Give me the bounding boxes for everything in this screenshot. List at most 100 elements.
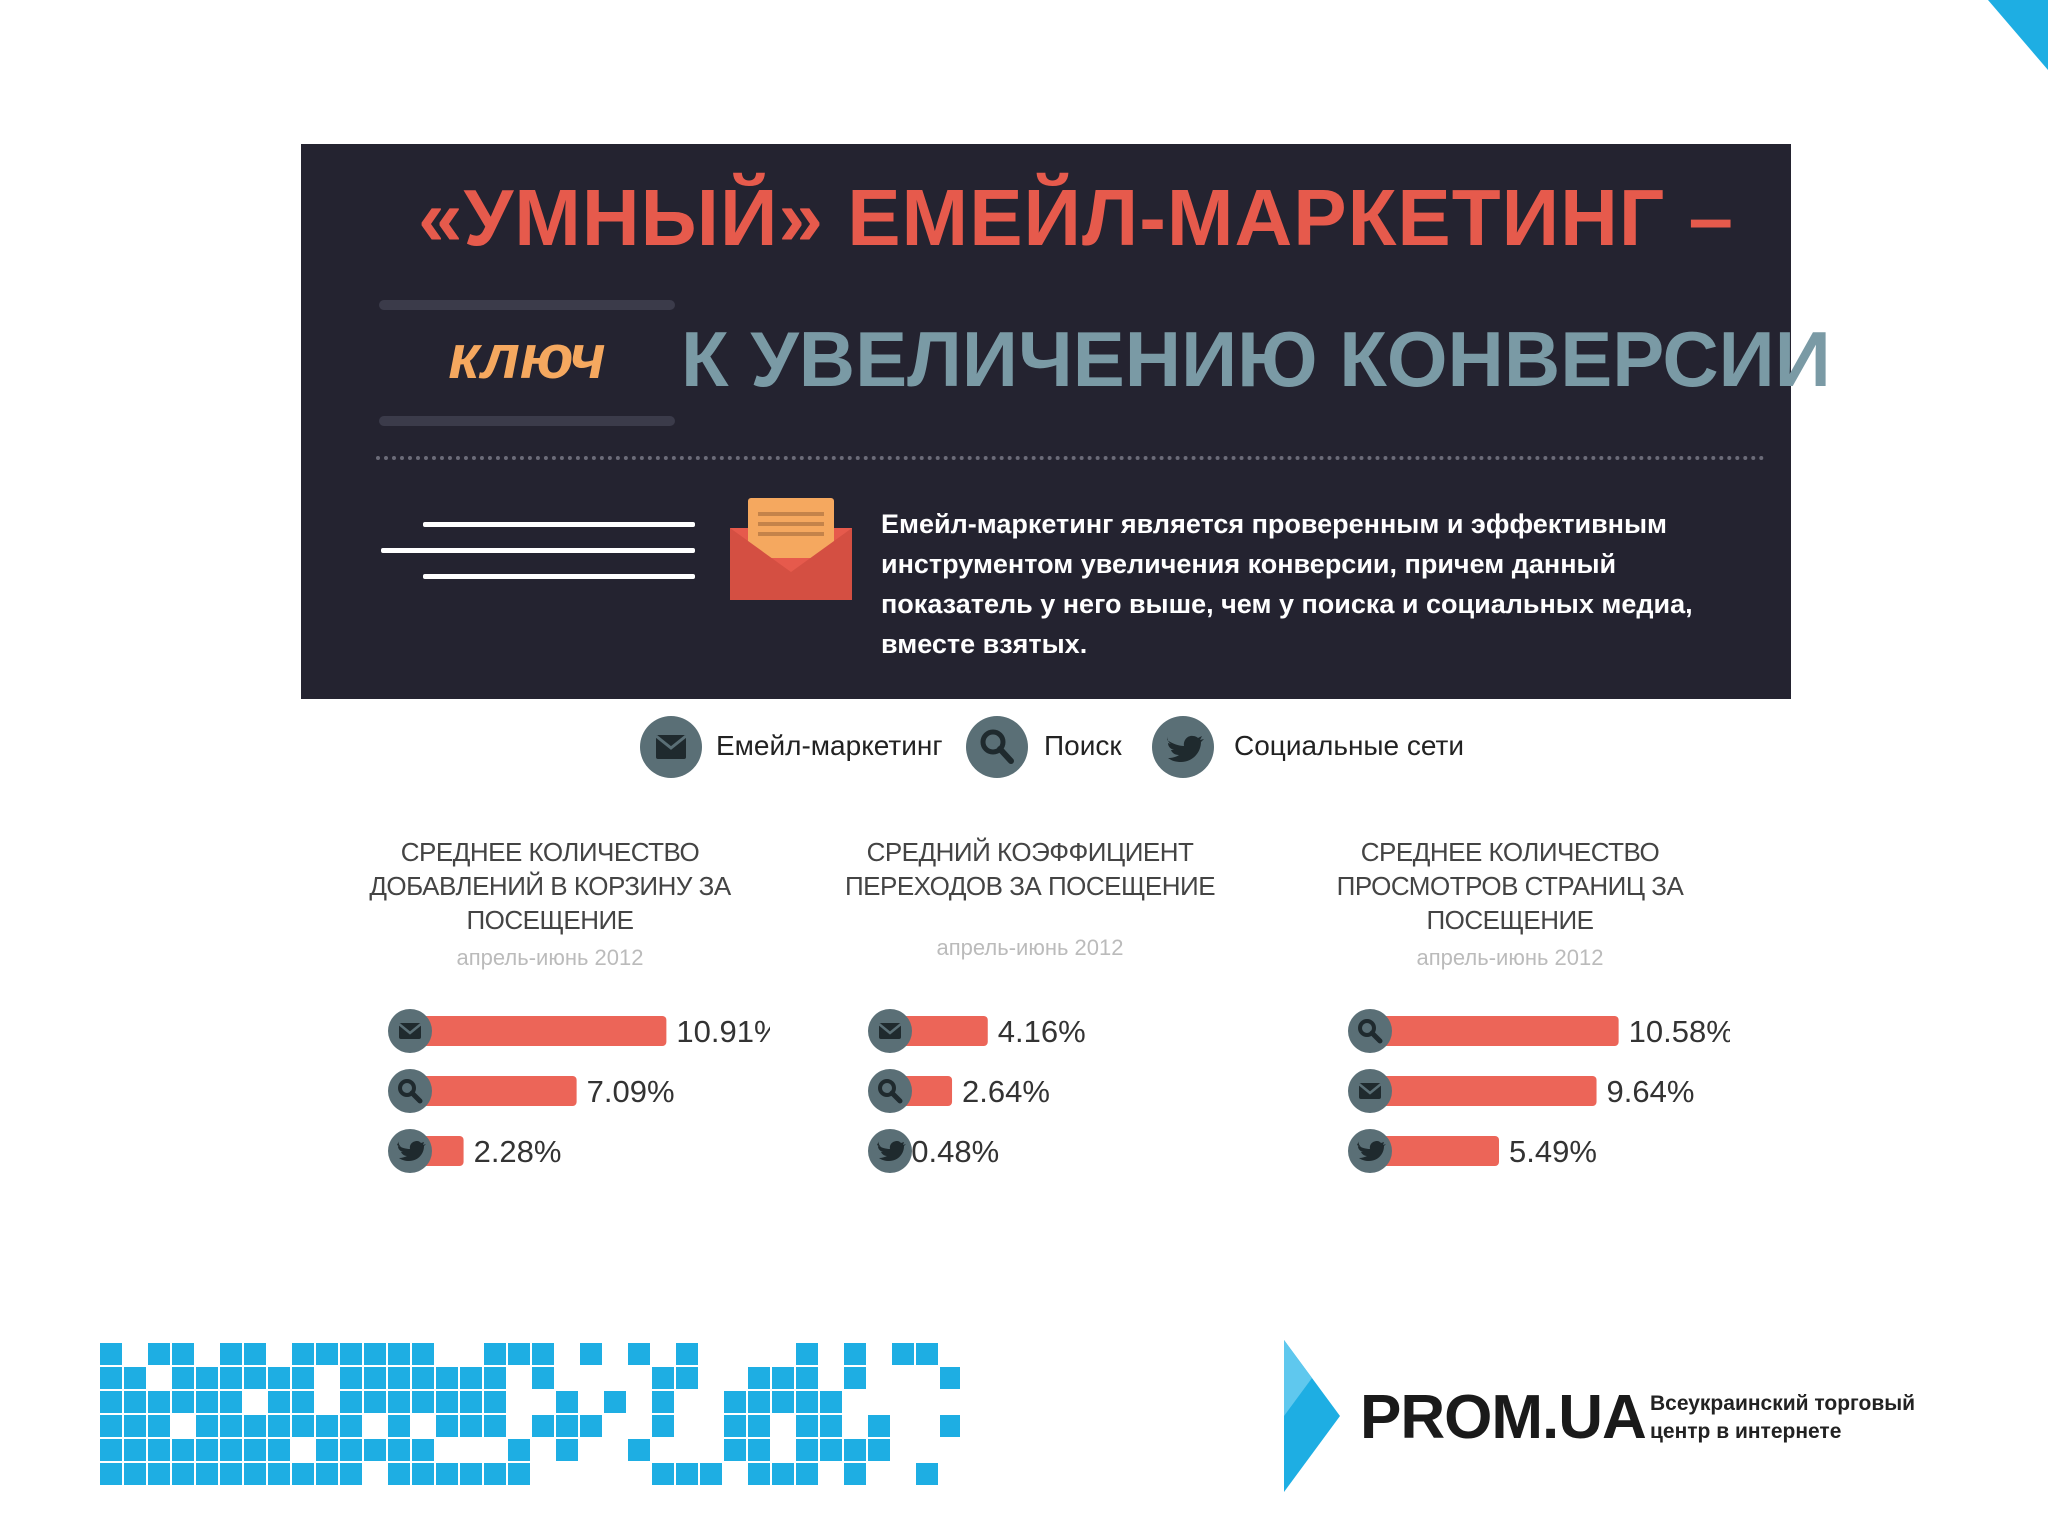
twitter-bird-icon	[1348, 1129, 1392, 1173]
prom-logo-text: PROM.UA	[1360, 1383, 1647, 1452]
logo-pixel	[580, 1343, 602, 1365]
logo-pixel	[100, 1367, 122, 1389]
logo-pixel	[436, 1415, 458, 1437]
logo-pixel	[436, 1367, 458, 1389]
logo-pixel	[748, 1367, 770, 1389]
prom-tagline-line-2: центр в интернете	[1650, 1420, 1842, 1443]
legend-envelope-icon	[640, 716, 702, 778]
logo-pixel	[100, 1343, 122, 1365]
logo-pixel	[724, 1391, 746, 1413]
bar-value-label: 2.28%	[474, 1134, 562, 1169]
chart-title: СРЕДНЕЕ КОЛИЧЕСТВО ДОБАВЛЕНИЙ В КОРЗИНУ …	[369, 837, 731, 935]
chart-cart-additions: СРЕДНЕЕ КОЛИЧЕСТВО ДОБАВЛЕНИЙ В КОРЗИНУ …	[330, 835, 770, 1195]
decor-line-2	[381, 548, 695, 553]
logo-pixel	[388, 1415, 410, 1437]
bar-email	[1370, 1076, 1597, 1106]
magnifier-icon	[1348, 1009, 1392, 1053]
logo-pixel	[508, 1463, 530, 1485]
logo-pixel	[196, 1463, 218, 1485]
logo-pixel	[676, 1463, 698, 1485]
logo-pixel	[748, 1391, 770, 1413]
logo-pixel	[940, 1367, 960, 1389]
logo-pixel	[508, 1343, 530, 1365]
key-word: ключ	[448, 323, 606, 392]
chart-subtitle: апрель-июнь 2012	[456, 945, 644, 970]
logo-pixel	[532, 1415, 554, 1437]
bar-value-label: 0.48%	[911, 1134, 999, 1169]
logo-pixel	[268, 1463, 290, 1485]
logo-pixel	[652, 1463, 674, 1485]
chart-click-through: СРЕДНИЙ КОЭФФИЦИЕНТ ПЕРЕХОДОВ ЗА ПОСЕЩЕН…	[810, 835, 1250, 1195]
prom-arrow-mark	[1284, 1340, 1340, 1492]
logo-pixel	[316, 1463, 338, 1485]
logo-pixel	[796, 1367, 818, 1389]
legend-email-label: Емейл-маркетинг	[716, 730, 943, 761]
bar-social	[1370, 1136, 1500, 1166]
logo-pixel	[172, 1463, 194, 1485]
bar-search	[410, 1076, 577, 1106]
bars-svg: 10.91%7.09% 2.28%	[388, 1009, 770, 1173]
logo-pixel	[508, 1439, 530, 1461]
bar-value-label: 10.58%	[1629, 1014, 1730, 1049]
chart-subtitle: апрель-июнь 2012	[1416, 945, 1604, 970]
open-envelope-icon	[730, 498, 852, 600]
legend: Емейл-маркетинг Поиск Социальные сети	[0, 712, 2048, 782]
logo-pixel	[292, 1391, 314, 1413]
logo-pixel	[220, 1367, 242, 1389]
logo-pixel	[316, 1415, 338, 1437]
twitter-bird-icon	[868, 1129, 912, 1173]
logo-pixel	[124, 1367, 146, 1389]
logo-pixel	[244, 1367, 266, 1389]
logo-pixel	[388, 1463, 410, 1485]
logo-pixel	[772, 1367, 794, 1389]
pixel-logo	[100, 1343, 960, 1485]
logo-pixel	[268, 1391, 290, 1413]
logo-pixel	[892, 1343, 914, 1365]
logo-pixel	[412, 1391, 434, 1413]
twitter-bird-icon	[388, 1129, 432, 1173]
logo-pixel	[148, 1391, 170, 1413]
logo-pixel	[244, 1439, 266, 1461]
magnifier-icon	[868, 1069, 912, 1113]
logo-pixel	[820, 1415, 842, 1437]
logo-pixel	[412, 1367, 434, 1389]
logo-pixel	[628, 1343, 650, 1365]
bar-value-label: 4.16%	[998, 1014, 1086, 1049]
logo-pixel	[340, 1463, 362, 1485]
logo-pixel	[844, 1463, 866, 1485]
logo-pixel	[460, 1367, 482, 1389]
logo-pixel	[484, 1367, 506, 1389]
logo-pixel	[220, 1463, 242, 1485]
logo-pixel	[556, 1415, 578, 1437]
logo-pixel	[676, 1343, 698, 1365]
logo-pixel	[796, 1343, 818, 1365]
logo-pixel	[868, 1415, 890, 1437]
logo-pixel	[820, 1439, 842, 1461]
logo-pixel	[340, 1367, 362, 1389]
logo-pixel	[796, 1463, 818, 1485]
logo-pixel	[364, 1343, 386, 1365]
logo-pixel	[484, 1463, 506, 1485]
logo-pixel	[484, 1415, 506, 1437]
magnifier-icon	[388, 1069, 432, 1113]
logo-pixel	[388, 1343, 410, 1365]
logo-pixel	[124, 1463, 146, 1485]
logo-pixel	[748, 1439, 770, 1461]
logo-pixel	[652, 1415, 674, 1437]
logo-pixel	[772, 1463, 794, 1485]
prom-tagline-line-1: Всеукраинский торговый	[1650, 1392, 1916, 1415]
logo-pixel	[748, 1463, 770, 1485]
logo-pixel	[340, 1415, 362, 1437]
logo-pixel	[772, 1391, 794, 1413]
logo-pixel	[220, 1415, 242, 1437]
logo-pixel	[220, 1391, 242, 1413]
logo-pixel	[916, 1463, 938, 1485]
logo-pixel	[148, 1343, 170, 1365]
logo-pixel	[436, 1391, 458, 1413]
logo-pixel	[268, 1415, 290, 1437]
logo-pixel	[412, 1439, 434, 1461]
corner-triangle-2	[1988, 0, 2048, 70]
bar-value-label: 5.49%	[1509, 1134, 1597, 1169]
bar-value-label: 7.09%	[587, 1074, 675, 1109]
logo-pixel	[484, 1391, 506, 1413]
